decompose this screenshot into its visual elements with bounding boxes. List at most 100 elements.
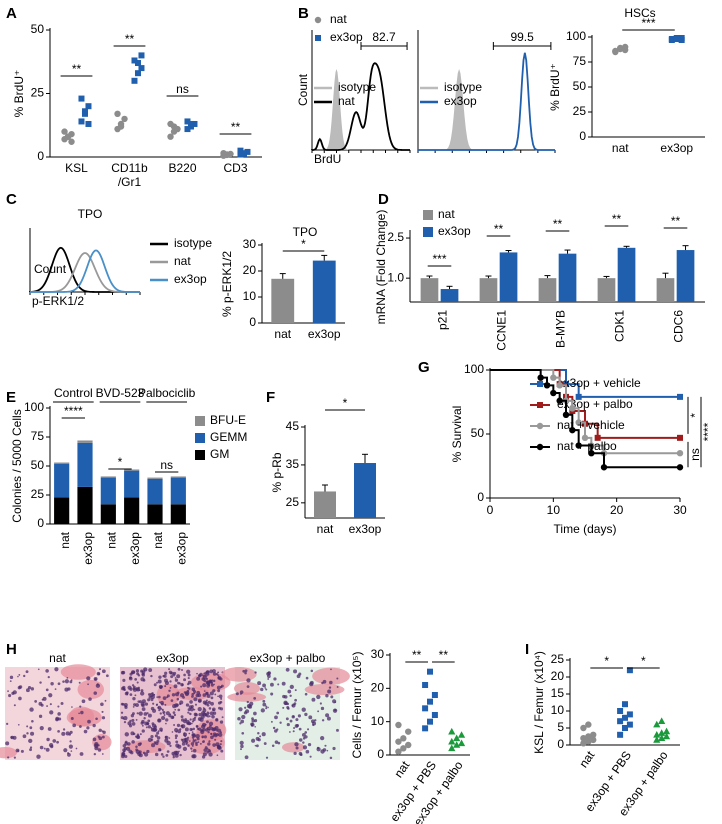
- y-axis-label: Cells / Femur (x10⁵): [350, 652, 364, 759]
- cell: [174, 734, 178, 738]
- cell: [244, 669, 248, 673]
- cell: [265, 705, 268, 708]
- cell: [155, 741, 159, 746]
- cell: [205, 680, 211, 685]
- cell: [162, 696, 167, 701]
- cell: [161, 702, 164, 706]
- significance-label: ***: [641, 16, 655, 30]
- cell: [132, 705, 135, 708]
- cell: [240, 693, 242, 695]
- data-point: [138, 65, 145, 72]
- bar: [676, 250, 695, 302]
- legend-label: isotype: [338, 80, 376, 94]
- data-point: [85, 103, 92, 110]
- gate-value: 99.5: [510, 30, 534, 44]
- cell: [202, 674, 205, 677]
- cell: [122, 685, 126, 690]
- bar: [440, 289, 459, 302]
- cell: [254, 744, 257, 747]
- cell: [210, 696, 214, 700]
- cell: [310, 669, 314, 673]
- cell: [294, 724, 299, 728]
- data-point: [622, 725, 628, 731]
- data-point: [580, 724, 587, 732]
- cell: [212, 743, 216, 747]
- cell: [153, 683, 157, 687]
- cell: [96, 671, 101, 676]
- chart-title: TPO: [293, 225, 318, 239]
- cell: [25, 670, 29, 674]
- cell: [75, 747, 78, 750]
- bar: [597, 278, 616, 302]
- data-point: [131, 57, 138, 64]
- cell: [240, 748, 242, 751]
- cell: [129, 719, 132, 723]
- cell: [191, 692, 195, 696]
- cell: [57, 705, 60, 708]
- step-marker: [575, 442, 582, 449]
- cell: [101, 735, 105, 739]
- panel-letter: A: [6, 5, 17, 22]
- cell: [166, 750, 170, 753]
- cell: [208, 740, 211, 743]
- data-point: [405, 741, 412, 749]
- cell: [220, 684, 224, 688]
- cell: [142, 751, 146, 755]
- cell: [257, 738, 261, 742]
- data-point: [457, 739, 466, 747]
- cell: [309, 755, 312, 758]
- cell: [187, 677, 190, 680]
- cell: [302, 745, 308, 750]
- step-marker: [569, 426, 576, 434]
- cell: [289, 684, 294, 690]
- cell: [192, 748, 197, 753]
- data-point: [170, 123, 178, 130]
- cell: [26, 725, 29, 728]
- cell: [177, 708, 181, 712]
- cell: [165, 711, 170, 716]
- legend-swatch: [195, 416, 205, 426]
- cell: [187, 680, 192, 685]
- x-tick-label: B-MYB: [554, 310, 568, 348]
- cell: [218, 694, 223, 699]
- cell: [79, 752, 84, 756]
- data-point: [590, 731, 597, 738]
- cell: [28, 738, 33, 744]
- cell: [189, 727, 193, 732]
- cell: [243, 711, 248, 715]
- cell: [326, 716, 331, 721]
- cell: [123, 720, 127, 724]
- cell: [253, 719, 258, 723]
- cell: [336, 728, 339, 732]
- cell: [308, 715, 313, 720]
- cell: [141, 672, 145, 676]
- panel-letter: C: [6, 191, 17, 208]
- cell: [219, 677, 223, 681]
- cell: [293, 669, 298, 674]
- x-tick-label: nat: [576, 748, 597, 770]
- cell: [299, 753, 303, 757]
- cell: [292, 730, 295, 733]
- cell: [132, 696, 136, 701]
- cell: [144, 721, 149, 726]
- cell: [195, 693, 199, 698]
- data-point: [448, 727, 456, 735]
- cell: [50, 682, 54, 686]
- cell: [144, 702, 149, 706]
- bar-segment: [54, 462, 70, 464]
- data-point: [134, 60, 141, 67]
- cell: [166, 696, 169, 699]
- cell: [31, 719, 34, 723]
- data-point: [64, 133, 72, 140]
- cell: [174, 677, 177, 679]
- cell: [94, 742, 99, 747]
- cell: [135, 745, 138, 749]
- bar-segment: [147, 478, 163, 505]
- cell: [45, 669, 49, 673]
- cell: [69, 680, 73, 684]
- cell: [285, 667, 290, 672]
- cell: [131, 718, 135, 722]
- cell: [325, 694, 329, 698]
- cell: [179, 753, 182, 757]
- cell: [203, 672, 206, 675]
